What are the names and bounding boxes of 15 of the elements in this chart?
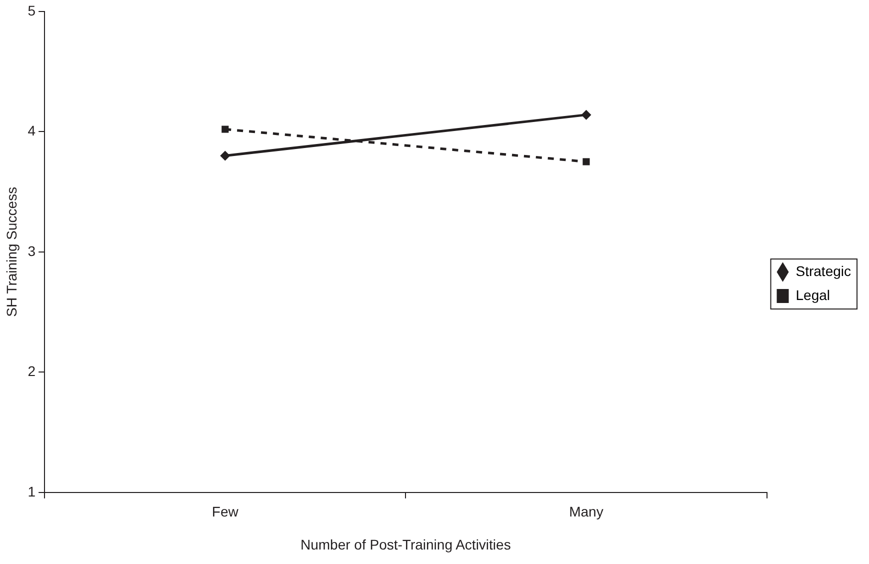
y-tick-label: 5: [28, 2, 36, 18]
x-axis-title: Number of Post-Training Activities: [300, 536, 511, 552]
y-axis-title: SH Training Success: [3, 186, 20, 317]
point: [581, 110, 592, 120]
point: [582, 158, 590, 166]
y-tick-label: 1: [28, 483, 36, 500]
x-tick-label: Few: [212, 504, 240, 520]
x-tick-label: Many: [569, 504, 604, 520]
point: [222, 126, 229, 133]
y-tick-label: 2: [28, 363, 36, 380]
y-tick-label: 4: [28, 122, 36, 139]
point: [220, 150, 230, 161]
y-tick-label: 3: [28, 242, 36, 259]
legend-label: Legal: [796, 286, 830, 303]
legend-label: Strategic: [796, 262, 851, 279]
